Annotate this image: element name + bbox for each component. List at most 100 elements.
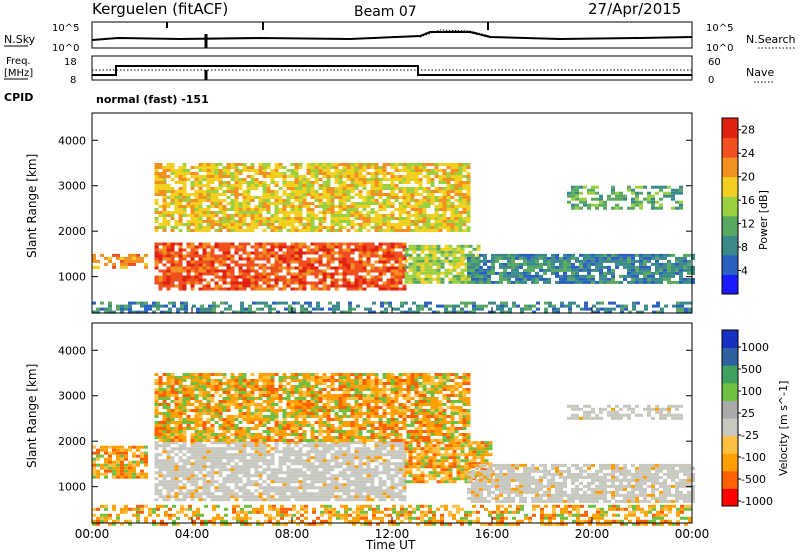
heatmap-cell	[448, 465, 453, 469]
heatmap-cell	[210, 254, 215, 258]
heatmap-cell	[611, 188, 615, 192]
heatmap-cell	[380, 310, 384, 314]
heatmap-cell	[515, 280, 519, 284]
heatmap-cell	[158, 382, 163, 385]
heatmap-cell	[378, 169, 383, 172]
heatmap-cell	[250, 166, 255, 169]
heatmap-cell	[402, 187, 407, 190]
heatmap-cell	[202, 199, 207, 202]
heatmap-cell	[270, 220, 275, 223]
heatmap-cell	[404, 444, 409, 448]
heatmap-cell	[480, 307, 484, 311]
heatmap-cell	[258, 257, 263, 261]
heatmap-cell	[390, 284, 395, 288]
heatmap-cell	[544, 307, 548, 311]
heatmap-cell	[378, 275, 383, 279]
heatmap-cell	[196, 310, 200, 314]
freq-panel: Freq. [MHz] 18 8 60 0 Nave	[4, 55, 774, 86]
heatmap-cell	[182, 163, 187, 166]
cpid-value: normal (fast) -151	[96, 93, 209, 106]
heatmap-cell	[190, 441, 195, 445]
heatmap-cell	[254, 263, 259, 267]
heatmap-cell	[458, 169, 463, 172]
heatmap-cell	[238, 223, 243, 226]
heatmap-cell	[238, 214, 243, 217]
heatmap-cell	[430, 202, 435, 205]
heatmap-cell	[599, 277, 603, 281]
heatmap-cell	[611, 259, 615, 263]
heatmap-cell	[100, 301, 104, 305]
heatmap-cell	[294, 205, 299, 208]
heatmap-cell	[178, 211, 183, 214]
heatmap-cell	[412, 247, 417, 251]
heatmap-cell	[394, 269, 399, 273]
heatmap-cell	[374, 284, 379, 288]
heatmap-cell	[579, 274, 583, 278]
heatmap-cell	[170, 480, 175, 484]
heatmap-cell	[120, 310, 124, 314]
heatmap-cell	[140, 259, 144, 263]
heatmap-cell	[424, 244, 429, 248]
heatmap-cell	[426, 181, 431, 184]
heatmap-cell	[242, 193, 247, 196]
heatmap-cell	[430, 178, 435, 181]
heatmap-cell	[302, 275, 307, 279]
heatmap-cell	[210, 187, 215, 190]
heatmap-cell	[242, 178, 247, 181]
heatmap-cell	[410, 196, 415, 199]
heatmap-cell	[507, 277, 511, 281]
heatmap-cell	[234, 208, 239, 211]
heatmap-cell	[587, 265, 591, 269]
heatmap-cell	[238, 169, 243, 172]
heatmap-cell	[154, 193, 159, 196]
heatmap-cell	[326, 175, 331, 178]
heatmap-cell	[194, 447, 199, 451]
heatmap-cell	[623, 253, 627, 257]
heatmap-cell	[390, 281, 395, 285]
heatmap-cell	[318, 211, 323, 214]
heatmap-cell	[262, 456, 267, 460]
heatmap-cell	[218, 483, 223, 487]
heatmap-cell	[420, 459, 425, 463]
heatmap-cell	[442, 211, 447, 214]
heatmap-cell	[230, 260, 235, 264]
heatmap-cell	[202, 229, 207, 232]
heatmap-cell	[116, 307, 120, 311]
heatmap-cell	[386, 278, 391, 282]
heatmap-cell	[162, 418, 167, 421]
heatmap-cell	[567, 191, 571, 195]
heatmap-cell	[418, 193, 423, 196]
heatmap-cell	[487, 277, 491, 281]
heatmap-cell	[294, 444, 299, 448]
heatmap-cell	[659, 188, 663, 192]
heatmap-cell	[354, 163, 359, 166]
heatmap-cell	[458, 199, 463, 202]
heatmap-cell	[170, 166, 175, 169]
heatmap-cell	[198, 391, 203, 394]
heatmap-cell	[479, 274, 483, 278]
heatmap-cell	[198, 415, 203, 418]
heatmap-cell	[226, 226, 231, 229]
heatmap-cell	[326, 263, 331, 267]
heatmap-cell	[210, 471, 215, 475]
heatmap-cell	[416, 474, 421, 478]
heatmap-cell	[190, 465, 195, 469]
heatmap-cell	[238, 208, 243, 211]
heatmap-cell	[398, 483, 403, 487]
heatmap-cell	[342, 269, 347, 273]
heatmap-cell	[350, 456, 355, 460]
heatmap-cell	[631, 259, 635, 263]
heatmap-cell	[158, 492, 163, 496]
heatmap-cell	[166, 379, 171, 382]
heatmap-cell	[440, 271, 445, 275]
heatmap-cell	[162, 391, 167, 394]
heatmap-cell	[270, 202, 275, 205]
heatmap-cell	[568, 304, 572, 308]
heatmap-cell	[386, 202, 391, 205]
heatmap-cell	[258, 483, 263, 487]
heatmap-cell	[316, 304, 320, 308]
heatmap-cell	[444, 477, 449, 481]
heatmap-cell	[186, 172, 191, 175]
heatmap-cell	[342, 214, 347, 217]
heatmap-cell	[408, 247, 413, 251]
